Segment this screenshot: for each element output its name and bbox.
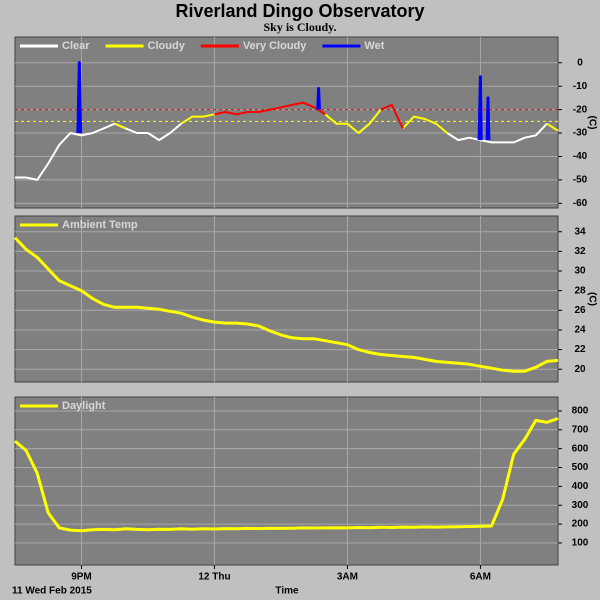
plot-area [14,396,559,566]
page-title: Riverland Dingo Observatory [175,1,424,21]
panel: 0 -10 -20 -30 -40 -50 -60 (C) Clear Cloudy Very Cl… [14,36,597,209]
y-tick-label: -10 [573,81,588,92]
series-line [13,236,559,373]
plot-area [14,215,559,383]
series-line [214,101,404,129]
y-tick-label: 700 [572,424,589,435]
y-tick-label: 300 [572,500,589,511]
legend-label: Wet [364,40,384,52]
y-tick-label: 30 [574,266,586,277]
x-axis-label: Time [275,586,299,597]
y-tick-label: 100 [572,538,589,549]
series-line [114,108,559,134]
y-tick-label: 22 [574,344,586,355]
y-tick-label: 600 [572,443,589,454]
y-tick-label: -60 [573,198,588,209]
y-tick-label: 200 [572,519,589,530]
panel: 20 22 24 26 28 30 32 34 (C) Ambient Temp [13,215,597,383]
series-line [76,61,491,141]
series-line [14,417,559,533]
x-tick-label: 3AM [337,572,358,583]
y-tick-label: 20 [574,364,586,375]
legend-label: Very Cloudy [243,40,307,52]
page-subtitle: Sky is Cloudy. [263,20,336,34]
y-tick-label: -20 [573,104,588,115]
y-tick-label: -40 [573,151,588,162]
y-tick-label: 26 [574,305,586,316]
y-tick-label: 500 [572,462,589,473]
y-tick-label: -30 [573,128,588,139]
y-tick-label: 400 [572,481,589,492]
y-tick-label: 32 [574,246,586,257]
x-tick-label: 12 Thu [198,572,230,583]
panel: 100 200 300 400 500 600 700 800 9PM 12 Thu 3AM 6AM D… [14,396,589,583]
y-tick-label: 0 [577,57,583,68]
y-axis-label: (C) [586,116,597,130]
y-axis-label: (C) [586,292,597,306]
legend-label: Clear [62,40,90,52]
x-tick-label: 6AM [470,572,491,583]
legend-label: Cloudy [148,40,186,52]
x-tick-label: 9PM [71,572,92,583]
y-tick-label: 28 [574,285,586,296]
legend-label: Daylight [62,400,106,412]
y-tick-label: 800 [572,406,589,417]
y-tick-label: 24 [574,325,586,336]
y-tick-label: 34 [574,226,586,237]
date-label: 11 Wed Feb 2015 [12,586,92,597]
legend-label: Ambient Temp [62,219,138,231]
y-tick-label: -50 [573,175,588,186]
